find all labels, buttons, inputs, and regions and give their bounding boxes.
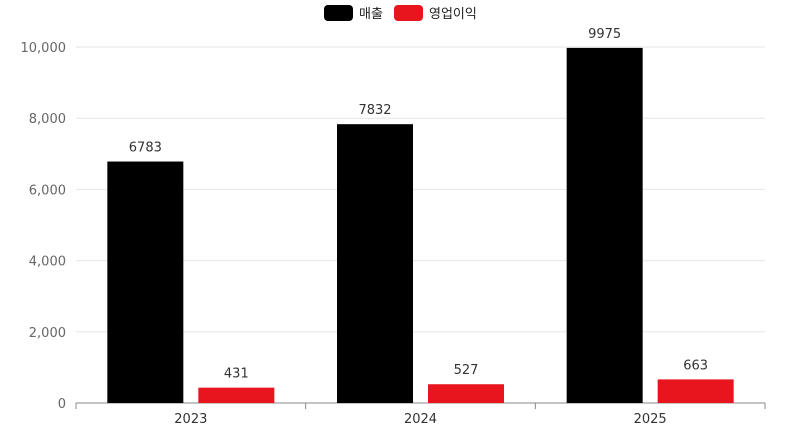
data-label: 9975	[588, 27, 621, 42]
y-tick-label: 2,000	[29, 326, 66, 341]
bar-revenue	[107, 161, 184, 403]
y-axis: 0 2,000 4,000 6,000 8,000 10,000	[21, 41, 67, 412]
data-label: 6783	[129, 141, 162, 156]
y-tick-label: 6,000	[29, 183, 66, 198]
x-tick-label: 2023	[174, 412, 207, 427]
data-label: 527	[454, 363, 479, 378]
bar-revenue	[566, 47, 643, 403]
legend-swatch	[324, 5, 353, 21]
legend-swatch	[394, 5, 423, 21]
bar-operating-profit	[657, 379, 734, 403]
legend: 매출 영업이익	[324, 5, 477, 22]
bars	[107, 47, 734, 404]
x-axis: 2023 2024 2025	[75, 402, 766, 427]
y-tick-label: 10,000	[21, 41, 67, 56]
gridlines	[76, 46, 765, 333]
bar-revenue	[337, 124, 413, 404]
data-label: 7832	[358, 103, 391, 118]
legend-label: 매출	[359, 7, 383, 22]
x-tick-label: 2025	[634, 412, 667, 427]
y-tick-label: 8,000	[29, 112, 66, 127]
bar-operating-profit	[428, 384, 504, 403]
data-label: 431	[224, 367, 249, 382]
y-tick-label: 0	[58, 397, 66, 412]
bar-operating-profit	[198, 387, 275, 403]
legend-label: 영업이익	[429, 7, 477, 22]
data-labels: 6783 431 7832 527 9975 663	[129, 27, 708, 382]
x-tick-label: 2024	[404, 412, 437, 427]
data-label: 663	[683, 358, 708, 373]
y-tick-label: 4,000	[29, 255, 66, 270]
